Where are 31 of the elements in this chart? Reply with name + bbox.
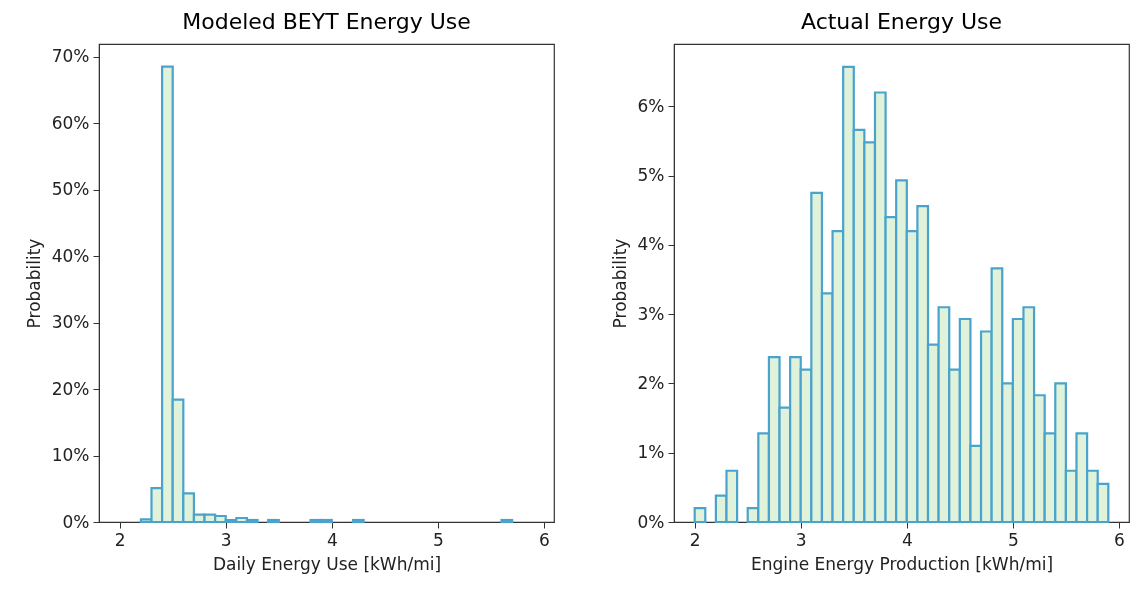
y-tick-label: 0%: [637, 511, 665, 532]
y-tick-label: 6%: [637, 95, 665, 116]
y-tick-label: 2%: [637, 372, 665, 393]
y-tick-label: 40%: [51, 245, 90, 266]
x-axis-title: Daily Energy Use [kWh/mi]: [212, 553, 442, 574]
x-tick-label: 3: [220, 529, 232, 550]
chart-title: Modeled BEYT Energy Use: [182, 9, 471, 34]
y-axis-title: Probability: [609, 238, 630, 329]
chart-title: Actual Energy Use: [800, 9, 1003, 34]
x-tick-label: 6: [539, 529, 550, 550]
x-axis-title: Engine Energy Production [kWh/mi]: [750, 553, 1054, 574]
y-axis-title: Probability: [23, 238, 44, 329]
x-tick-label: 2: [689, 529, 701, 550]
y-tick-label: 5%: [637, 165, 665, 186]
y-tick-label: 20%: [51, 378, 90, 399]
x-tick-label: 4: [901, 529, 913, 550]
y-tick-label: 50%: [51, 179, 90, 200]
y-tick-label: 1%: [637, 442, 665, 463]
y-tick-label: 0%: [62, 511, 90, 532]
y-tick-label: 30%: [51, 312, 90, 333]
x-tick-label: 4: [326, 529, 338, 550]
y-tick-label: 10%: [51, 445, 90, 466]
y-tick-label: 60%: [51, 112, 90, 133]
x-tick-label: 5: [432, 529, 444, 550]
x-tick-label: 6: [1114, 529, 1125, 550]
x-tick-label: 3: [795, 529, 807, 550]
x-tick-label: 2: [114, 529, 126, 550]
y-tick-label: 70%: [51, 46, 90, 67]
y-tick-label: 4%: [637, 234, 665, 255]
x-tick-label: 5: [1007, 529, 1019, 550]
y-tick-label: 3%: [637, 303, 665, 324]
